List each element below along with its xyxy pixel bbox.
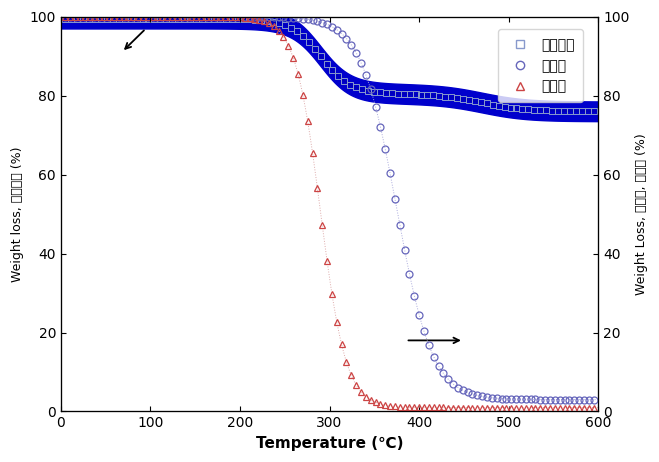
Y-axis label: Weight loss, 그린시트 (%): Weight loss, 그린시트 (%) xyxy=(11,146,24,282)
X-axis label: Temperature (℃): Temperature (℃) xyxy=(256,436,403,451)
Legend: 그린시트, 바인더, 가소제: 그린시트, 바인더, 가소제 xyxy=(498,30,583,102)
Y-axis label: Weight Loss, 바인더, 가소제 (%): Weight Loss, 바인더, 가소제 (%) xyxy=(635,133,648,295)
